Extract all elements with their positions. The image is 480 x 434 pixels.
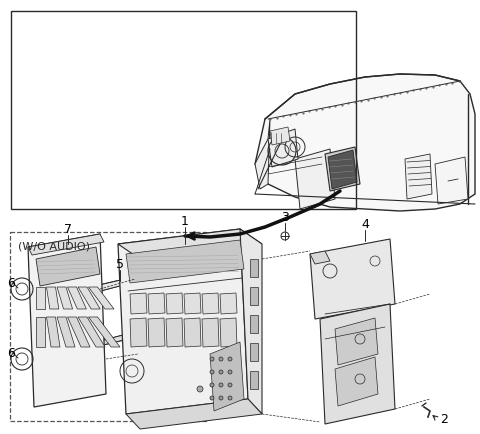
- Polygon shape: [130, 293, 147, 314]
- Polygon shape: [88, 287, 114, 309]
- Circle shape: [219, 370, 223, 374]
- Polygon shape: [126, 399, 262, 429]
- Text: 4: 4: [361, 218, 369, 231]
- Polygon shape: [202, 293, 219, 314]
- Polygon shape: [78, 317, 105, 347]
- Polygon shape: [78, 287, 100, 309]
- Text: 2: 2: [440, 413, 448, 425]
- Polygon shape: [255, 120, 270, 190]
- Polygon shape: [150, 271, 178, 327]
- Text: 6: 6: [7, 347, 15, 360]
- Polygon shape: [36, 317, 45, 347]
- Circle shape: [158, 307, 164, 312]
- Polygon shape: [255, 75, 475, 211]
- Polygon shape: [335, 357, 378, 406]
- Text: 7: 7: [64, 223, 72, 236]
- Bar: [250, 343, 258, 361]
- Bar: [250, 260, 258, 277]
- Bar: [10, 232, 206, 421]
- Circle shape: [228, 396, 232, 400]
- Polygon shape: [28, 234, 104, 256]
- Polygon shape: [295, 150, 335, 210]
- Polygon shape: [36, 247, 100, 286]
- Polygon shape: [335, 318, 378, 365]
- Polygon shape: [47, 317, 60, 347]
- Polygon shape: [320, 304, 395, 424]
- Polygon shape: [36, 287, 45, 309]
- Polygon shape: [405, 155, 432, 200]
- Polygon shape: [184, 318, 201, 347]
- Polygon shape: [118, 230, 248, 414]
- Polygon shape: [184, 293, 201, 314]
- Bar: [250, 287, 258, 305]
- Polygon shape: [60, 271, 160, 299]
- Text: (W/O AUDIO): (W/O AUDIO): [18, 241, 90, 251]
- Polygon shape: [60, 271, 178, 351]
- Circle shape: [210, 370, 214, 374]
- Polygon shape: [57, 287, 72, 309]
- Polygon shape: [88, 317, 120, 347]
- Text: 5: 5: [116, 258, 124, 271]
- Polygon shape: [28, 234, 106, 407]
- Polygon shape: [68, 317, 90, 347]
- Polygon shape: [68, 287, 86, 309]
- Circle shape: [153, 315, 157, 320]
- Polygon shape: [435, 158, 468, 204]
- Polygon shape: [268, 130, 298, 168]
- Text: 6: 6: [7, 277, 15, 290]
- Circle shape: [153, 307, 157, 312]
- Circle shape: [219, 357, 223, 361]
- Bar: [250, 371, 258, 389]
- Circle shape: [219, 396, 223, 400]
- Polygon shape: [310, 240, 395, 319]
- Polygon shape: [220, 293, 237, 314]
- Polygon shape: [325, 148, 360, 191]
- Text: 1: 1: [181, 215, 189, 228]
- Polygon shape: [310, 251, 330, 264]
- Polygon shape: [270, 128, 290, 146]
- Polygon shape: [328, 151, 357, 190]
- Polygon shape: [202, 318, 219, 347]
- Bar: [250, 315, 258, 333]
- Polygon shape: [60, 294, 85, 351]
- Circle shape: [158, 315, 164, 320]
- Text: 3: 3: [281, 211, 289, 224]
- Circle shape: [210, 357, 214, 361]
- Polygon shape: [220, 318, 237, 347]
- Polygon shape: [126, 240, 244, 283]
- Polygon shape: [240, 230, 262, 414]
- Polygon shape: [47, 287, 59, 309]
- Bar: [11, 12, 356, 210]
- Polygon shape: [70, 278, 165, 345]
- Polygon shape: [148, 293, 165, 314]
- Circle shape: [219, 383, 223, 387]
- Polygon shape: [130, 318, 147, 347]
- Circle shape: [197, 386, 203, 392]
- Circle shape: [210, 383, 214, 387]
- Polygon shape: [148, 318, 165, 347]
- Polygon shape: [166, 318, 183, 347]
- Circle shape: [228, 357, 232, 361]
- Circle shape: [228, 370, 232, 374]
- Polygon shape: [166, 293, 183, 314]
- Polygon shape: [118, 230, 262, 260]
- Circle shape: [210, 396, 214, 400]
- Polygon shape: [57, 317, 75, 347]
- Polygon shape: [78, 324, 178, 351]
- Circle shape: [228, 383, 232, 387]
- Polygon shape: [210, 342, 244, 411]
